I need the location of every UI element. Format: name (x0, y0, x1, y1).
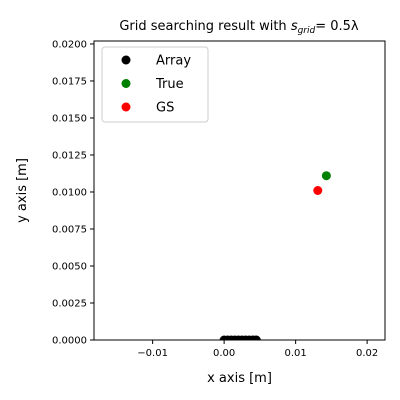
x-tick-label: 0.02 (356, 348, 378, 359)
legend: Array True GS (101, 46, 209, 123)
y-tick-label: 0.0075 (52, 224, 87, 235)
chart-title-symbol: s (291, 19, 298, 34)
y-tick-label: 0.0000 (52, 336, 87, 347)
x-tick-label: 0.00 (213, 348, 235, 359)
y-tick-label: 0.0200 (52, 39, 87, 50)
y-tick-label: 0.0100 (52, 187, 87, 198)
point-gs (313, 186, 323, 195)
y-axis-label: y axis [m] (15, 158, 30, 223)
y-tick-label: 0.0175 (52, 76, 87, 87)
legend-marker-array (121, 55, 131, 65)
y-tick-label: 0.0125 (52, 150, 87, 161)
x-tick-label: 0.01 (284, 348, 306, 359)
x-axis-label: x axis [m] (207, 371, 272, 386)
y-tick-label: 0.0150 (52, 113, 87, 124)
chart-title-subscript: grid (298, 26, 316, 36)
legend-label-gs: GS (156, 101, 174, 116)
axis-ticks: −0.01 0.00 0.01 0.02 0.0000 0.0025 0.0050 0.007… (52, 39, 378, 359)
legend-box (101, 46, 209, 123)
plot-area (219, 171, 331, 340)
plot-frame (93, 40, 386, 341)
data-points (219, 171, 331, 340)
point-array (251, 335, 261, 340)
y-tick-label: 0.0025 (52, 298, 87, 309)
legend-label-true: True (155, 77, 184, 92)
legend-label-array: Array (156, 54, 191, 69)
point-true (321, 171, 331, 181)
legend-marker-gs (121, 102, 131, 112)
chart-title-main: Grid searching result with (119, 19, 290, 34)
x-tick-label: −0.01 (137, 348, 168, 359)
chart-title: Grid searching result with sgrid= 0.5λ (119, 19, 359, 36)
legend-marker-true (121, 79, 131, 88)
y-tick-label: 0.0050 (52, 261, 87, 272)
chart-title-rest: = 0.5λ (315, 19, 359, 34)
